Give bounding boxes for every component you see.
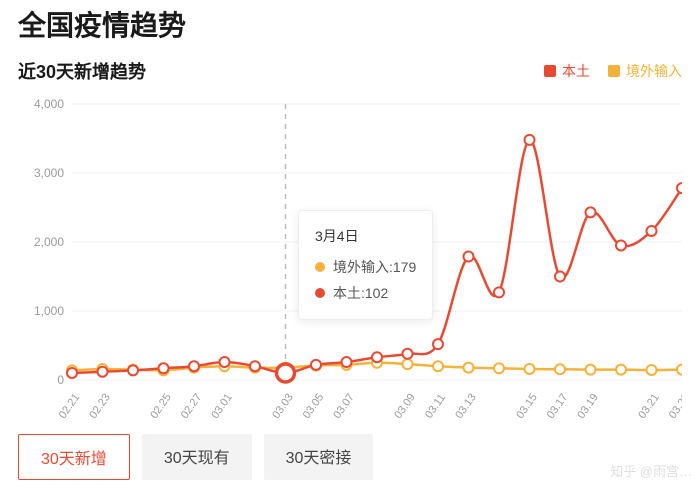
- svg-text:02.21: 02.21: [57, 392, 83, 418]
- legend-swatch: [608, 65, 620, 77]
- svg-text:03.22: 03.22: [667, 392, 682, 418]
- tooltip-text: 本土:102: [333, 280, 388, 307]
- svg-text:02.23: 02.23: [87, 392, 113, 418]
- tooltip-row: 境外输入:179: [315, 254, 416, 281]
- chart-subtitle: 近30天新增趋势: [18, 58, 146, 84]
- legend-item: 境外输入: [608, 61, 682, 81]
- tooltip-title: 3月4日: [315, 223, 416, 250]
- page-title: 全国疫情趋势: [18, 4, 682, 44]
- tooltip-row: 本土:102: [315, 280, 416, 307]
- svg-text:03.15: 03.15: [514, 392, 540, 418]
- svg-text:03.13: 03.13: [453, 392, 479, 418]
- tab-30天密接[interactable]: 30天密接: [264, 434, 374, 480]
- legend-label: 境外输入: [626, 61, 682, 81]
- tab-30天新增[interactable]: 30天新增: [18, 434, 130, 480]
- watermark: 知乎 @雨宫…: [610, 461, 692, 480]
- svg-text:03.17: 03.17: [545, 392, 571, 418]
- legend-item: 本土: [544, 61, 590, 81]
- svg-text:0: 0: [57, 373, 64, 387]
- svg-text:03.11: 03.11: [423, 392, 448, 418]
- svg-text:03.01: 03.01: [209, 392, 235, 418]
- svg-text:03.03: 03.03: [270, 392, 296, 418]
- tooltip-dot: [315, 288, 325, 298]
- tab-bar: 30天新增 30天现有 30天密接: [18, 434, 682, 480]
- svg-text:03.09: 03.09: [392, 392, 418, 418]
- tooltip-dot: [315, 262, 325, 272]
- legend-swatch: [544, 65, 556, 77]
- tab-30天现有[interactable]: 30天现有: [142, 434, 252, 480]
- svg-text:03.21: 03.21: [636, 392, 662, 418]
- svg-text:03.05: 03.05: [301, 392, 327, 418]
- svg-text:03.19: 03.19: [575, 392, 601, 418]
- chart-tooltip: 3月4日境外输入:179本土:102: [298, 210, 433, 320]
- svg-text:02.25: 02.25: [148, 392, 174, 418]
- tooltip-text: 境外输入:179: [333, 254, 416, 281]
- chart-legend: 本土 境外输入: [544, 61, 682, 81]
- svg-text:1,000: 1,000: [34, 304, 64, 318]
- chart-area: 0 1,000 2,000 3,000 4,000 02.2102.23 02.2502.2…: [18, 94, 682, 424]
- svg-text:02.27: 02.27: [179, 392, 205, 418]
- legend-label: 本土: [562, 61, 590, 81]
- svg-text:2,000: 2,000: [34, 235, 64, 249]
- svg-text:03.07: 03.07: [331, 392, 357, 418]
- svg-text:3,000: 3,000: [34, 166, 64, 180]
- svg-text:4,000: 4,000: [34, 97, 64, 111]
